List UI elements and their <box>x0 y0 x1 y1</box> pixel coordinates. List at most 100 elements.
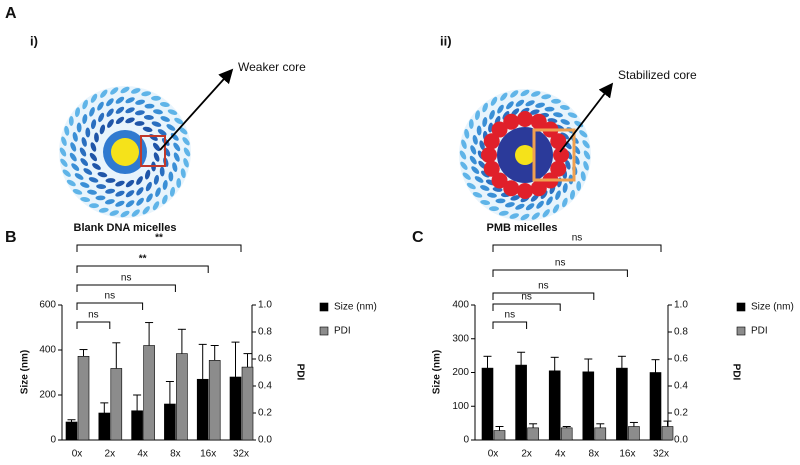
significance-bracket <box>76 321 111 329</box>
strand <box>179 127 188 135</box>
legend-label: Size (nm) <box>751 302 794 313</box>
bar <box>515 364 527 441</box>
strand <box>520 89 530 97</box>
strand <box>560 119 570 125</box>
strand <box>62 169 71 177</box>
callout: Stabilized core <box>618 68 697 82</box>
x-tick-label: 8x <box>170 449 181 460</box>
pmb-bead <box>503 180 520 197</box>
strand <box>515 203 525 210</box>
micelle-blank <box>59 86 191 218</box>
pmb-bead <box>491 172 508 189</box>
strand <box>134 121 145 126</box>
bar <box>196 378 209 441</box>
bar <box>527 427 539 441</box>
significance-label: ns <box>521 292 532 303</box>
strand <box>510 90 519 98</box>
y-tick-label: 400 <box>39 345 56 356</box>
strand <box>71 163 80 171</box>
y-tick-label: 0 <box>463 435 469 446</box>
strand <box>582 140 590 149</box>
strand <box>153 152 160 162</box>
strand <box>489 206 499 212</box>
strand <box>87 189 97 195</box>
callout: Weaker core <box>238 60 306 74</box>
strand <box>81 137 87 147</box>
significance-label: ns <box>121 273 132 284</box>
strand <box>462 172 471 180</box>
strand <box>480 199 491 206</box>
y-axis-label: Size (nm) <box>432 350 443 394</box>
strand <box>134 110 145 116</box>
strand <box>506 101 514 110</box>
strand <box>482 117 488 127</box>
strand <box>143 115 154 120</box>
strand <box>144 169 151 180</box>
strand <box>136 187 144 196</box>
strand <box>583 160 589 171</box>
core-box <box>140 135 166 167</box>
strand <box>106 108 114 117</box>
item-label: ii) <box>440 33 452 48</box>
strand <box>106 98 114 107</box>
strand <box>142 126 153 133</box>
pmb-bead <box>483 160 500 177</box>
strand <box>505 202 515 208</box>
bar <box>616 367 628 441</box>
strand <box>583 150 591 160</box>
strand <box>59 147 67 157</box>
strand <box>553 112 563 118</box>
x-tick-label: 8x <box>589 449 600 460</box>
strand <box>466 182 476 190</box>
x-tick-label: 0x <box>72 449 83 460</box>
y-tick-label: 200 <box>452 367 469 378</box>
strand <box>125 200 135 208</box>
strand <box>476 125 482 136</box>
strand <box>472 135 478 145</box>
strand <box>544 106 555 112</box>
strand <box>474 176 484 183</box>
strand <box>151 95 161 101</box>
core-box <box>532 128 576 182</box>
strand <box>144 103 155 109</box>
strand <box>153 109 163 115</box>
strand <box>159 101 170 108</box>
strand <box>120 86 130 94</box>
strand <box>535 102 545 108</box>
y2-tick-label: 0.8 <box>674 327 688 338</box>
significance-bracket <box>492 244 662 252</box>
x-tick-label: 0x <box>488 449 499 460</box>
y2-tick-label: 0.6 <box>258 354 272 365</box>
bar <box>77 355 90 441</box>
strand <box>536 200 544 209</box>
strand <box>565 159 571 170</box>
strand <box>162 180 168 190</box>
significance-bracket <box>492 321 528 329</box>
strand <box>531 212 540 220</box>
bar <box>98 412 111 441</box>
bar <box>481 367 494 441</box>
y-tick-label: 400 <box>452 300 469 311</box>
strand <box>167 109 178 115</box>
y2-tick-label: 0.2 <box>258 408 272 419</box>
strand <box>153 174 159 185</box>
strand <box>92 163 101 170</box>
significance-bracket <box>76 302 144 310</box>
pmb-bead <box>553 147 569 163</box>
strand <box>152 142 161 152</box>
strand <box>580 171 586 182</box>
x-tick-label: 16x <box>200 449 216 460</box>
strand <box>576 181 582 191</box>
bar <box>594 427 607 441</box>
strand <box>125 97 135 104</box>
callout-arrow <box>559 82 614 153</box>
strand <box>515 99 525 107</box>
strand <box>130 88 141 94</box>
strand <box>472 192 483 198</box>
strand <box>162 194 168 205</box>
bar <box>628 426 640 441</box>
strand <box>68 116 74 126</box>
strand <box>82 99 88 110</box>
panel-label: A <box>5 5 17 22</box>
